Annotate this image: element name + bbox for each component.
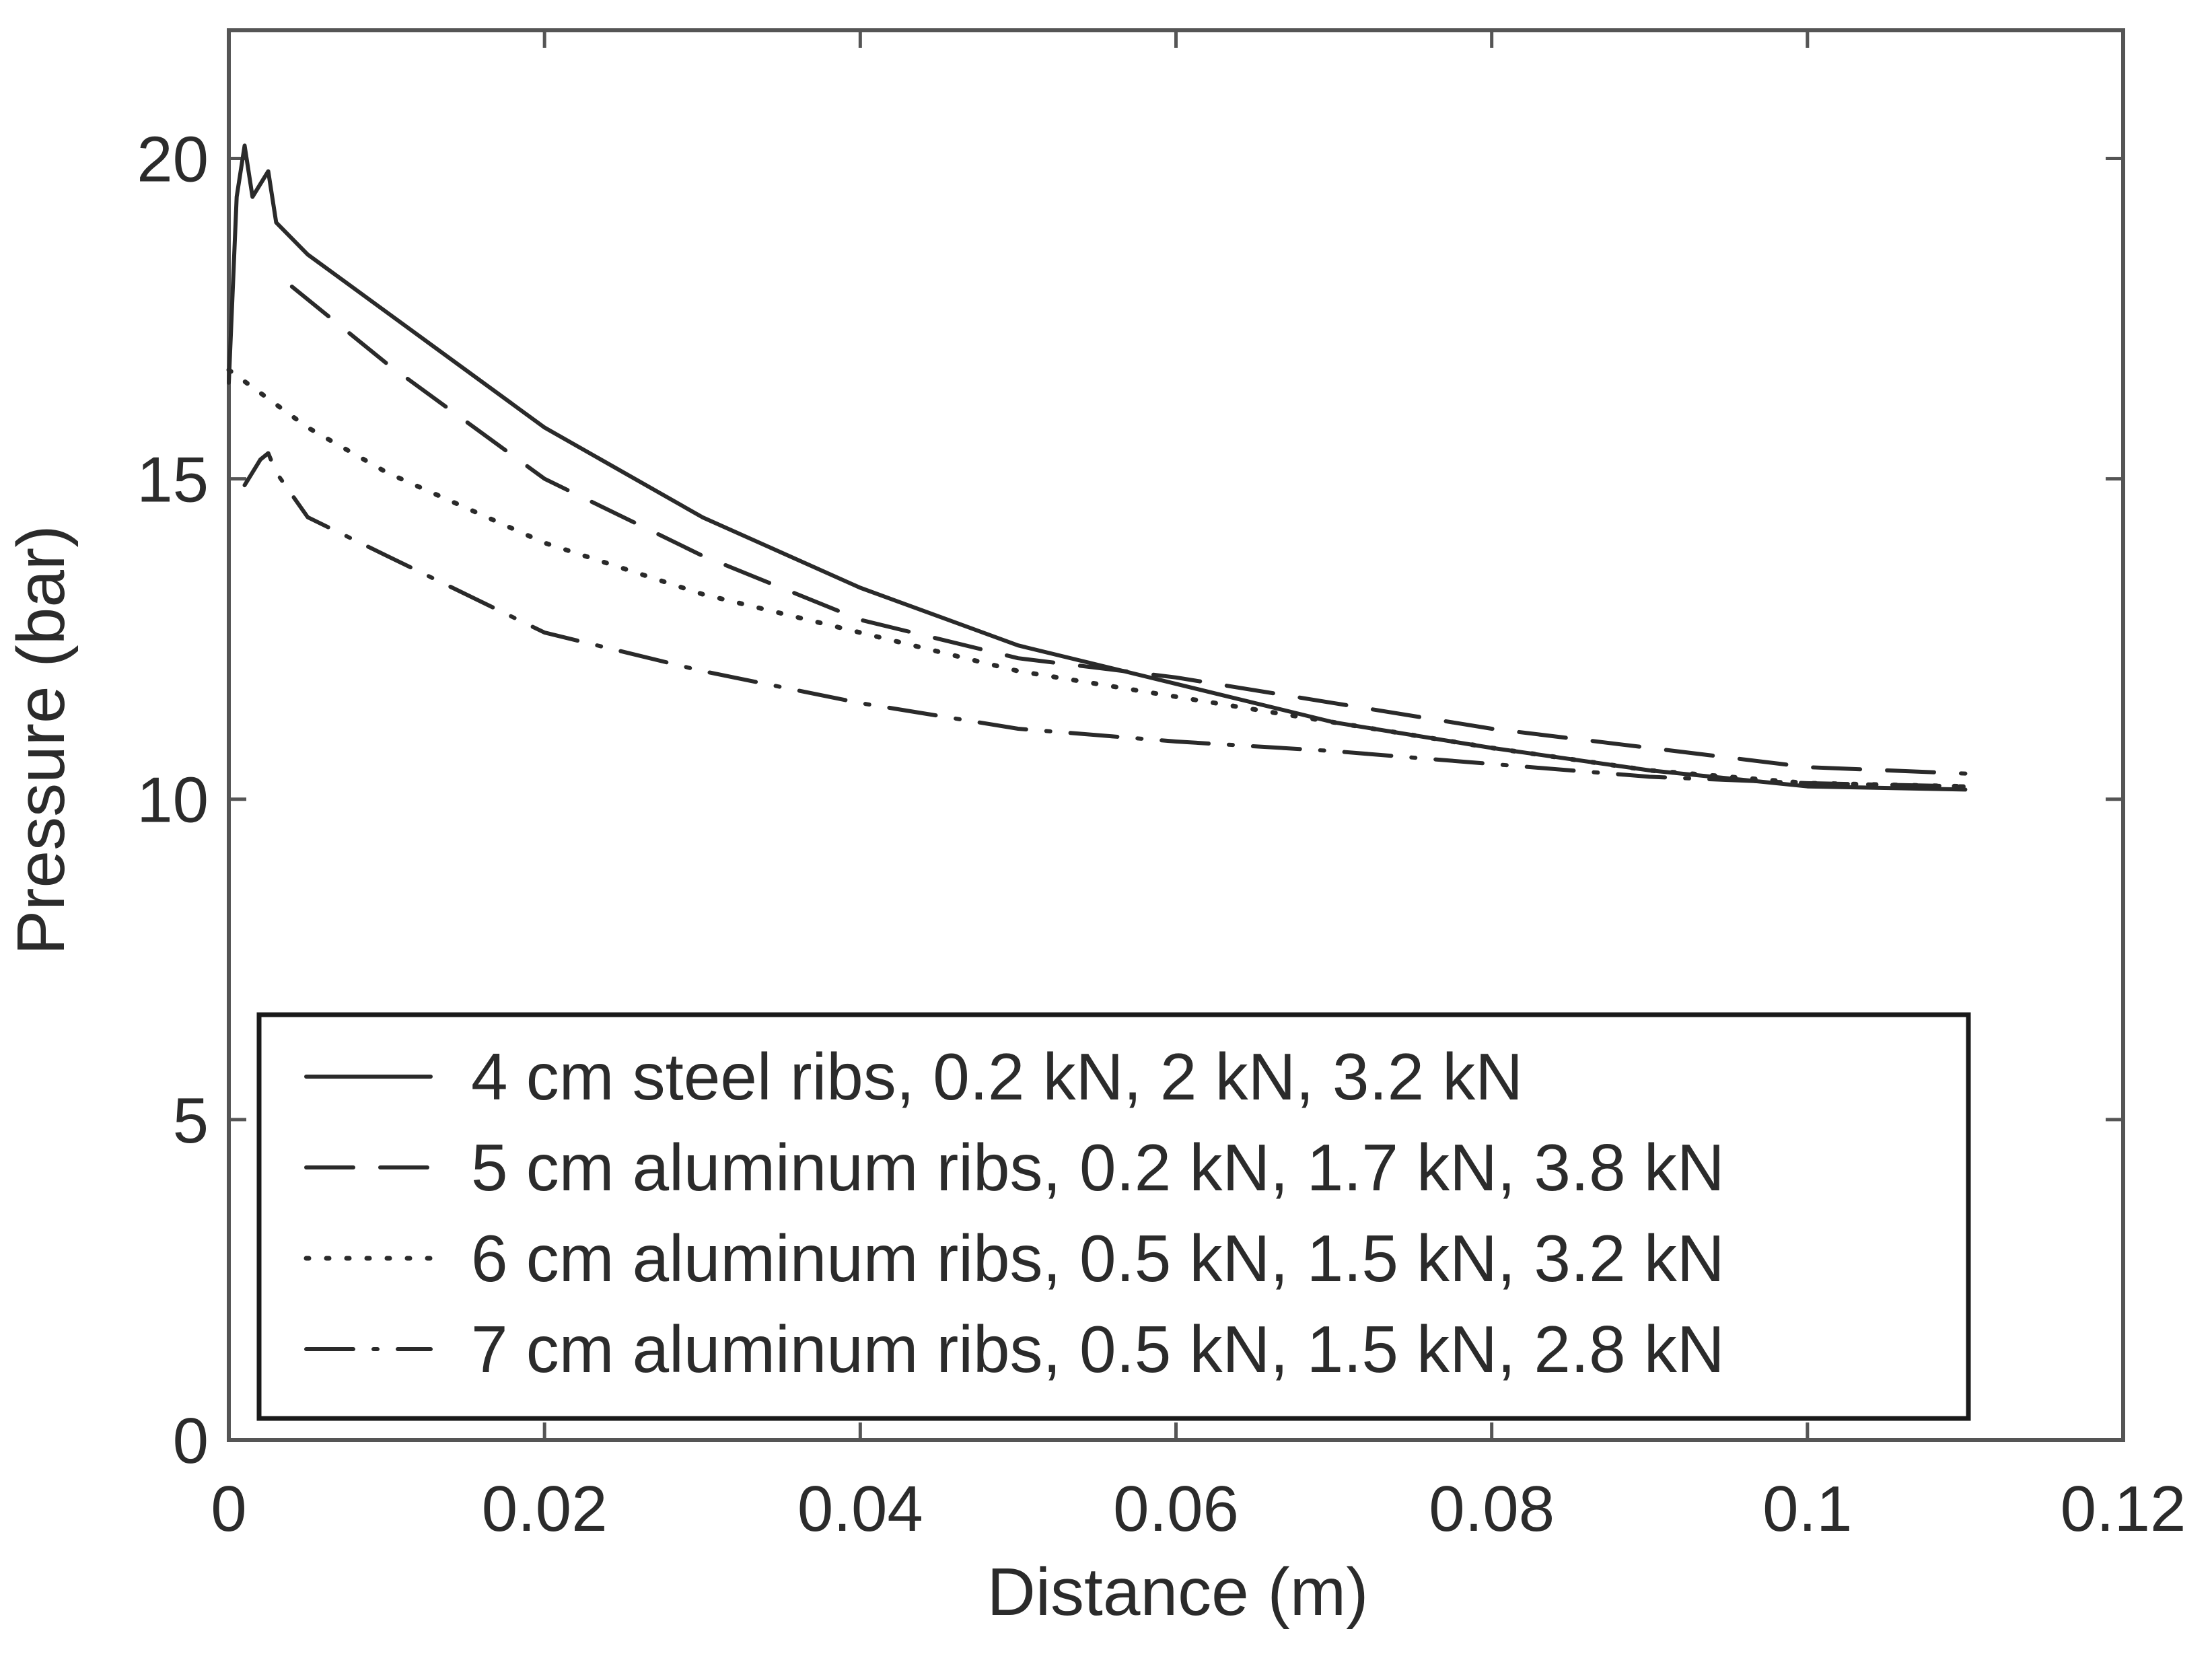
legend: 4 cm steel ribs, 0.2 kN, 2 kN, 3.2 kN 5 c…: [256, 1012, 1971, 1421]
y-tick-label: 10: [137, 764, 209, 836]
series-layer: [226, 143, 1968, 792]
series-line-4: [242, 451, 1968, 789]
x-axis-label: Distance (m): [987, 1554, 1369, 1630]
x-tick-label: 0: [211, 1473, 246, 1545]
x-tick-label: 0.08: [1429, 1473, 1555, 1545]
legend-label-3: 6 cm aluminum ribs, 0.5 kN, 1.5 kN, 3.2 …: [471, 1221, 1725, 1295]
x-tick-label: 0.04: [797, 1473, 923, 1545]
legend-label-1: 4 cm steel ribs, 0.2 kN, 2 kN, 3.2 kN: [471, 1040, 1523, 1114]
y-tick-labels: 0 5 10 15 20: [137, 123, 209, 1477]
legend-label-4: 7 cm aluminum ribs, 0.5 kN, 1.5 kN, 2.8 …: [471, 1312, 1725, 1386]
legend-label-2: 5 cm aluminum ribs, 0.2 kN, 1.7 kN, 3.8 …: [471, 1130, 1725, 1204]
y-tick-label: 0: [173, 1405, 209, 1477]
series-line-2: [289, 284, 1968, 776]
x-tick-labels: 0 0.02 0.04 0.06 0.08 0.1 0.12: [211, 1473, 2186, 1545]
x-tick-label: 0.1: [1762, 1473, 1852, 1545]
legend-box: [256, 1012, 1971, 1421]
x-tick-label: 0.06: [1113, 1473, 1239, 1545]
series-line-3: [226, 367, 1968, 789]
y-tick-label: 20: [137, 123, 209, 195]
axis-ticks: [227, 30, 2125, 1442]
y-tick-label: 5: [173, 1085, 209, 1157]
y-tick-label: 15: [137, 444, 209, 516]
y-axis-label: Pressure (bar): [3, 525, 79, 955]
x-tick-label: 0.02: [482, 1473, 608, 1545]
x-tick-label: 0.12: [2061, 1473, 2186, 1545]
